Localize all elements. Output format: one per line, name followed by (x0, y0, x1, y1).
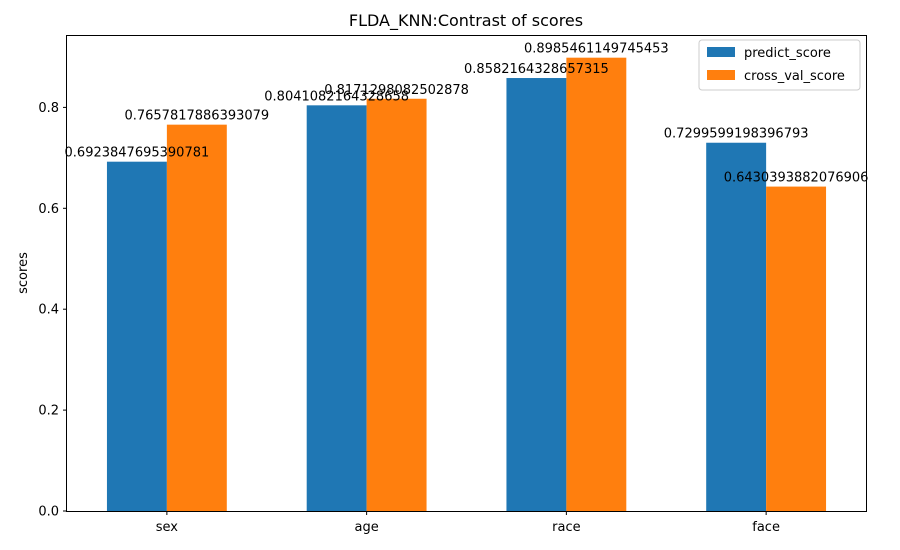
y-axis-label: scores (16, 252, 31, 294)
legend-swatch-predict-score (707, 47, 735, 57)
chart-title: FLDA_KNN:Contrast of scores (349, 11, 583, 31)
bars-group (106, 57, 827, 511)
y-tick-label-0.4: 0.4 (38, 303, 59, 318)
legend-swatch-cross-val-score (707, 70, 735, 80)
bar-cross-val-score-sex (166, 124, 227, 511)
x-tick-label-race: race (552, 520, 580, 535)
data-label-predict-score-sex: 0.6923847695390781 (65, 146, 210, 161)
bar-predict-score-sex (106, 161, 167, 511)
bar-cross-val-score-face (766, 186, 827, 511)
data-label-cross-val-score-race: 0.8985461149745453 (524, 42, 669, 57)
legend: predict_score cross_val_score (698, 39, 861, 91)
x-tick-label-age: age (355, 520, 379, 535)
data-label-predict-score-race: 0.8582164328657315 (464, 62, 609, 77)
bar-cross-val-score-age (366, 98, 427, 511)
data-label-predict-score-face: 0.7299599198396793 (664, 127, 809, 142)
legend-label-cross-val-score: cross_val_score (744, 69, 845, 84)
x-tick-label-face: face (752, 520, 780, 535)
y-tick-label-0.2: 0.2 (38, 404, 59, 419)
y-tick-label-0.6: 0.6 (38, 202, 59, 217)
data-label-predict-score-age: 0.8041082164328658 (264, 89, 409, 104)
y-tick-label-0.8: 0.8 (38, 101, 59, 116)
data-label-cross-val-score-sex: 0.7657817886393079 (124, 109, 269, 124)
legend-box (698, 39, 861, 91)
bar-cross-val-score-race (566, 57, 627, 511)
y-axis: 0.0 0.2 0.4 0.6 0.8 (38, 101, 67, 520)
legend-label-predict-score: predict_score (744, 46, 831, 61)
bar-predict-score-face (706, 142, 767, 511)
data-labels-group: 0.6923847695390781 0.8041082164328658 0.85… (65, 42, 869, 186)
data-label-cross-val-score-face: 0.6430393882076906 (724, 171, 869, 186)
x-tick-label-sex: sex (156, 520, 179, 535)
plot-frame (66, 35, 867, 512)
y-tick-label-0.0: 0.0 (38, 505, 59, 520)
x-axis: sex age race face (156, 511, 780, 535)
bar-predict-score-age (306, 105, 367, 511)
data-label-cross-val-score-age: 0.8171298082502878 (324, 83, 469, 98)
bar-predict-score-race (506, 78, 567, 511)
